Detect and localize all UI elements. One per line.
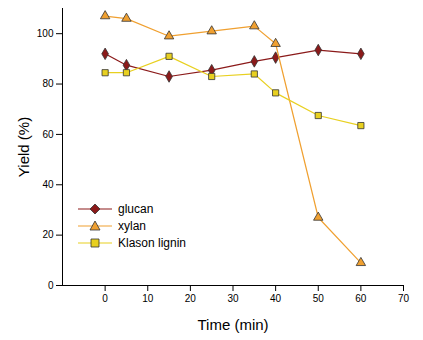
svg-text:70: 70 bbox=[398, 293, 410, 304]
svg-text:Yield (%): Yield (%) bbox=[15, 117, 32, 177]
svg-text:30: 30 bbox=[227, 293, 239, 304]
html-text:xylan: xylan bbox=[118, 218, 146, 233]
svg-text:0: 0 bbox=[48, 280, 54, 291]
svg-text:40: 40 bbox=[270, 293, 282, 304]
html-text:Klason lignin: Klason lignin bbox=[118, 235, 186, 250]
svg-text:60: 60 bbox=[355, 293, 367, 304]
svg-text:50: 50 bbox=[313, 293, 325, 304]
svg-text:0: 0 bbox=[102, 293, 108, 304]
svg-text:80: 80 bbox=[42, 78, 54, 89]
svg-text:20: 20 bbox=[185, 293, 197, 304]
html-text:glucan: glucan bbox=[118, 201, 154, 216]
svg-text:60: 60 bbox=[42, 129, 54, 140]
svg-text:Time (min): Time (min) bbox=[197, 316, 268, 333]
svg-text:40: 40 bbox=[42, 179, 54, 190]
svg-text:10: 10 bbox=[142, 293, 154, 304]
svg-text:100: 100 bbox=[37, 28, 54, 39]
svg-text:20: 20 bbox=[42, 229, 54, 240]
